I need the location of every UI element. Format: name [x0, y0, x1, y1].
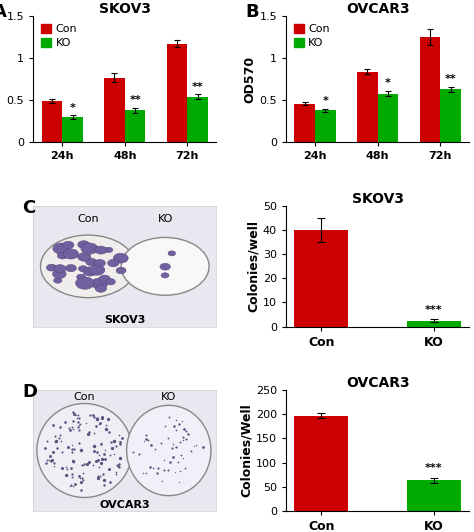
Circle shape — [168, 251, 176, 256]
Circle shape — [121, 237, 209, 295]
Circle shape — [106, 279, 115, 285]
Circle shape — [57, 252, 67, 259]
Circle shape — [40, 235, 136, 298]
Circle shape — [86, 258, 97, 265]
Circle shape — [78, 240, 90, 248]
Circle shape — [83, 267, 97, 276]
Circle shape — [54, 278, 62, 283]
Text: Con: Con — [77, 214, 99, 224]
Circle shape — [81, 243, 98, 254]
Circle shape — [104, 247, 113, 253]
Circle shape — [75, 277, 94, 289]
Bar — [407, 480, 461, 511]
Bar — [440, 89, 461, 143]
Circle shape — [53, 270, 66, 279]
Circle shape — [113, 253, 128, 263]
Text: KO: KO — [161, 392, 176, 402]
Bar — [294, 104, 315, 143]
Legend: Con, KO: Con, KO — [292, 21, 332, 50]
Text: C: C — [22, 199, 36, 217]
Title: SKOV3: SKOV3 — [352, 192, 404, 206]
Circle shape — [78, 253, 91, 261]
Circle shape — [94, 260, 105, 267]
Circle shape — [54, 264, 66, 272]
Circle shape — [108, 259, 119, 267]
Bar — [378, 94, 398, 143]
Circle shape — [63, 242, 74, 249]
Bar — [187, 97, 208, 143]
Title: OVCAR3: OVCAR3 — [346, 376, 410, 390]
Ellipse shape — [37, 403, 132, 497]
Circle shape — [99, 275, 110, 282]
Circle shape — [160, 263, 171, 270]
Text: ***: *** — [425, 304, 443, 314]
Text: **: ** — [129, 95, 141, 105]
Text: SKOV3: SKOV3 — [104, 315, 146, 325]
Bar — [294, 416, 348, 511]
Text: KO: KO — [157, 214, 173, 224]
Circle shape — [63, 249, 79, 259]
Text: D: D — [22, 383, 37, 401]
Text: ***: *** — [425, 463, 443, 473]
Ellipse shape — [127, 405, 211, 496]
Text: *: * — [385, 79, 391, 88]
Circle shape — [77, 274, 85, 280]
Y-axis label: Colonies/Well: Colonies/Well — [240, 404, 253, 497]
Legend: Con, KO: Con, KO — [39, 21, 79, 50]
Circle shape — [53, 243, 70, 254]
Circle shape — [65, 264, 76, 272]
Circle shape — [78, 265, 88, 272]
Title: SKOV3: SKOV3 — [99, 2, 151, 16]
Text: OVCAR3: OVCAR3 — [100, 500, 150, 510]
Circle shape — [91, 278, 108, 289]
Text: *: * — [322, 96, 328, 106]
Circle shape — [116, 267, 126, 274]
Bar — [167, 44, 187, 143]
Y-axis label: Colonies/well: Colonies/well — [247, 220, 260, 312]
Title: OVCAR3: OVCAR3 — [346, 2, 410, 16]
Text: **: ** — [192, 82, 204, 92]
Y-axis label: OD570: OD570 — [244, 56, 256, 103]
Bar — [42, 101, 62, 143]
Text: Con: Con — [73, 392, 95, 402]
Bar — [419, 37, 440, 143]
Circle shape — [161, 273, 169, 278]
Bar — [357, 72, 378, 143]
Text: **: ** — [445, 74, 456, 84]
Circle shape — [95, 246, 107, 254]
Bar — [125, 111, 146, 143]
Bar — [104, 78, 125, 143]
Bar — [62, 117, 83, 143]
Bar — [407, 321, 461, 327]
Bar — [294, 230, 348, 327]
Circle shape — [89, 265, 105, 275]
Bar — [315, 111, 336, 143]
Circle shape — [46, 264, 57, 271]
Text: *: * — [70, 103, 75, 113]
Text: B: B — [246, 3, 259, 21]
Y-axis label: OD570: OD570 — [0, 56, 4, 103]
Circle shape — [95, 285, 107, 292]
Text: A: A — [0, 3, 7, 21]
